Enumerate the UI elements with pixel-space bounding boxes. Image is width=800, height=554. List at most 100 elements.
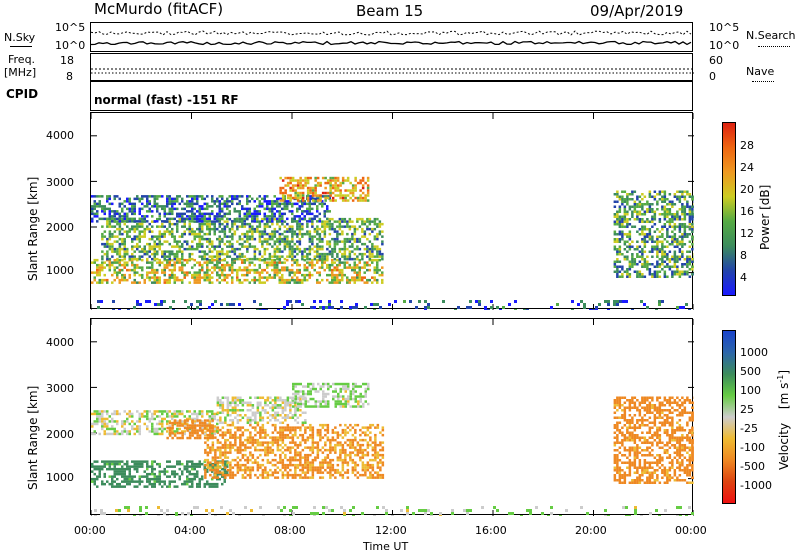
echo-cell	[204, 463, 207, 467]
echo-cell	[294, 476, 297, 479]
echo-cell	[311, 194, 315, 197]
echo-cell	[378, 268, 381, 272]
echo-cell	[364, 199, 367, 202]
echo-cell	[216, 428, 220, 432]
echo-cell	[126, 220, 129, 223]
echo-cell	[276, 220, 279, 223]
echo-cell	[291, 271, 294, 274]
echo-cell	[273, 200, 276, 203]
echo-cell	[191, 230, 194, 233]
echo-cell	[211, 197, 214, 201]
echo-cell	[166, 261, 169, 264]
echo-cell	[248, 227, 252, 231]
echo-cell	[478, 303, 481, 306]
echo-cell	[371, 255, 374, 258]
echo-cell	[346, 426, 350, 429]
echo-cell	[283, 200, 286, 203]
echo-cell	[279, 186, 282, 190]
echo-cell	[301, 225, 304, 228]
echo-cell	[328, 232, 332, 236]
echo-cell	[676, 273, 679, 276]
echo-cell	[198, 250, 201, 253]
echo-cell	[208, 250, 211, 253]
echo-cell	[691, 238, 694, 241]
echo-cell	[133, 480, 136, 483]
echo-cell	[186, 429, 189, 432]
echo-cell	[334, 194, 337, 197]
echo-cell	[323, 225, 327, 228]
echo-cell	[353, 276, 356, 279]
echo-cell	[126, 465, 129, 468]
echo-cell	[359, 194, 362, 197]
echo-cell	[161, 410, 164, 413]
echo-cell	[661, 250, 664, 253]
echo-cell	[166, 460, 169, 463]
echo-cell	[133, 225, 136, 228]
echo-cell	[371, 250, 374, 253]
echo-cell	[238, 202, 241, 206]
echo-cell	[371, 476, 375, 479]
echo-cell	[266, 207, 269, 211]
echo-cell	[276, 240, 279, 243]
echo-cell	[173, 222, 176, 226]
echo-cell	[379, 468, 382, 472]
echo-cell	[126, 232, 129, 236]
echo-cell	[213, 255, 216, 258]
echo-cell	[641, 255, 644, 258]
echo-cell	[246, 271, 249, 274]
echo-cell	[183, 430, 186, 433]
echo-cell	[128, 200, 131, 203]
echo-cell	[338, 227, 342, 231]
echo-cell	[118, 247, 122, 251]
echo-cell	[279, 443, 282, 447]
echo-cell	[673, 218, 677, 221]
nsearch-tick-bottom: 10^0	[709, 39, 740, 52]
echo-cell	[183, 230, 186, 233]
echo-cell	[168, 268, 171, 272]
echo-cell	[113, 432, 116, 436]
echo-cell	[661, 235, 664, 238]
echo-cell	[319, 431, 322, 434]
echo-cell	[151, 472, 154, 476]
echo-cell	[171, 200, 174, 203]
echo-cell	[186, 482, 189, 486]
echo-cell	[288, 268, 291, 272]
echo-cell	[221, 404, 225, 407]
echo-cell	[213, 427, 216, 431]
echo-cell	[236, 426, 240, 429]
echo-cell	[168, 425, 171, 428]
echo-cell	[168, 421, 172, 425]
echo-cell	[171, 207, 174, 211]
echo-cell	[646, 263, 649, 266]
echo-cell	[336, 258, 339, 262]
echo-cell	[373, 266, 376, 269]
echo-cell	[291, 476, 295, 479]
echo-cell	[203, 232, 206, 236]
echo-cell	[176, 227, 179, 231]
echo-cell	[261, 202, 264, 206]
echo-cell	[141, 412, 144, 416]
echo-cell	[153, 195, 156, 198]
echo-cell	[156, 245, 159, 248]
echo-cell	[229, 476, 232, 479]
echo-cell	[93, 205, 96, 208]
echo-cell	[116, 261, 119, 264]
echo-cell	[208, 215, 211, 218]
echo-cell	[368, 247, 372, 251]
echo-cell	[291, 235, 294, 238]
echo-cell	[106, 200, 109, 203]
echo-cell	[172, 300, 175, 303]
echo-cell	[254, 448, 257, 452]
echo-cell	[151, 252, 154, 256]
echo-cell	[103, 425, 106, 428]
nave-label-dots	[752, 81, 774, 82]
echo-cell	[218, 261, 221, 264]
echo-cell	[633, 270, 637, 273]
echo-cell	[638, 245, 642, 248]
echo-cell	[301, 456, 305, 459]
echo-cell	[291, 230, 294, 233]
echo-cell	[221, 278, 224, 282]
echo-cell	[204, 431, 207, 434]
echo-cell	[681, 255, 684, 258]
echo-cell	[181, 412, 184, 416]
